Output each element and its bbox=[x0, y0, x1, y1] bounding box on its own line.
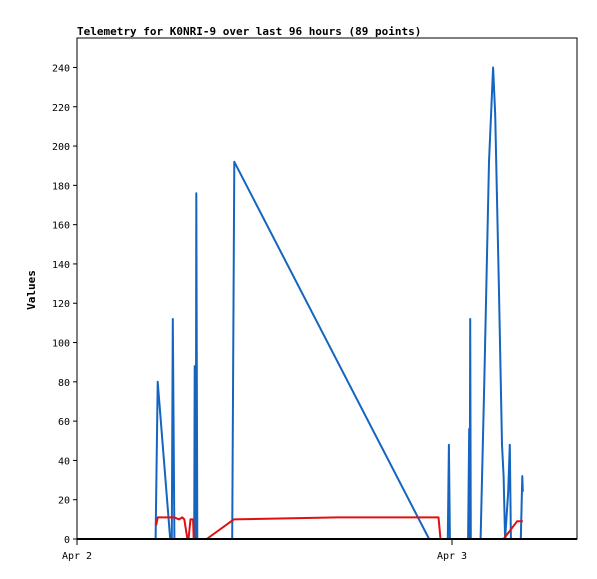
y-tick-label: 240 bbox=[52, 63, 70, 74]
y-tick-label: 60 bbox=[58, 417, 70, 428]
x-tick-label: Apr 3 bbox=[437, 551, 467, 562]
y-tick-label: 140 bbox=[52, 260, 70, 271]
y-tick-label: 200 bbox=[52, 142, 70, 153]
y-tick-label: 40 bbox=[58, 456, 70, 467]
y-tick-label: 160 bbox=[52, 221, 70, 232]
y-tick-label: 180 bbox=[52, 181, 70, 192]
plot-area bbox=[76, 37, 578, 540]
y-tick-label: 0 bbox=[64, 535, 70, 546]
y-tick-label: 120 bbox=[52, 299, 70, 310]
x-axis: Apr 2 Apr 3 bbox=[62, 539, 467, 562]
y-tick-label: 80 bbox=[58, 378, 70, 389]
y-tick-label: 220 bbox=[52, 103, 70, 114]
y-axis-label: Values bbox=[25, 270, 38, 310]
series-group bbox=[77, 66, 577, 540]
y-tick-label: 100 bbox=[52, 339, 70, 350]
y-tick-label: 20 bbox=[58, 496, 70, 507]
x-tick-label: Apr 2 bbox=[62, 551, 92, 562]
series-line-1 bbox=[155, 516, 523, 540]
y-axis: 0 20 40 60 80 100 120 140 160 180 200 220 240 bbox=[52, 63, 77, 546]
chart-title: Telemetry for K0NRI-9 over last 96 hours… bbox=[77, 25, 421, 38]
